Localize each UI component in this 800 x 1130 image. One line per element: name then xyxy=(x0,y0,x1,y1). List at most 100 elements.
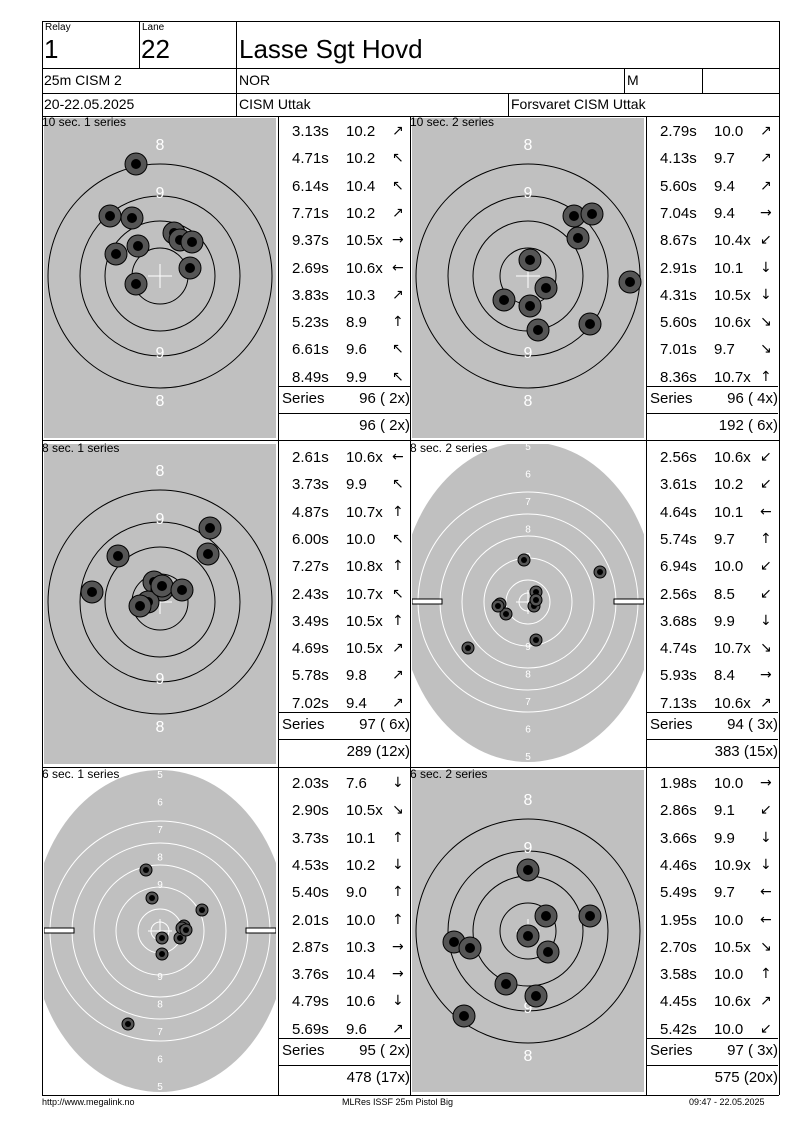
scoring-ring xyxy=(461,535,595,669)
shot-score: 9.6 xyxy=(346,341,367,359)
scoring-ring xyxy=(115,886,205,976)
shot-time: 2.70s xyxy=(660,938,697,956)
shot-time: 5.78s xyxy=(292,667,329,685)
shot-score: 9.9 xyxy=(714,612,735,630)
shot-time: 7.01s xyxy=(660,341,697,359)
shot-row: 1.95s 10.0 ← xyxy=(660,907,792,934)
series-total: 95 ( 2x) xyxy=(359,1042,410,1059)
shot-row: 7.13s 10.6x ↗ xyxy=(660,690,792,717)
shot-row: 3.68s 9.9 ↓ xyxy=(660,608,792,635)
shot-time: 7.02s xyxy=(292,694,329,712)
footer-url[interactable]: http://www.megalink.no xyxy=(42,1097,135,1107)
shot-row: 4.87s 10.7x ↑ xyxy=(292,499,424,526)
shot-time: 3.66s xyxy=(660,829,697,847)
shot-row: 5.40s 9.0 ↑ xyxy=(292,879,424,906)
shot-row: 3.73s 9.9 ↖ xyxy=(292,471,424,498)
shot-direction-arrow-icon: ↑ xyxy=(392,884,404,901)
shot-score: 10.7x xyxy=(346,585,383,603)
shot-time: 3.49s xyxy=(292,612,329,630)
shot-hole xyxy=(566,226,590,250)
shot-score: 9.4 xyxy=(714,204,735,222)
shot-row: 2.90s 10.5x ↘ xyxy=(292,797,424,824)
shot-direction-arrow-icon: ← xyxy=(392,259,404,276)
shot-score: 10.0 xyxy=(346,911,376,929)
shot-row: 5.60s 9.4 ↗ xyxy=(660,173,792,200)
shot-hole xyxy=(524,984,548,1008)
organizer: Forsvaret CISM Uttak xyxy=(511,96,646,112)
shot-row: 3.13s 10.2 ↗ xyxy=(292,118,424,145)
shot-score: 10.0 xyxy=(714,123,744,140)
shot-hole xyxy=(461,641,475,655)
panel-label: 8 sec. 2 series xyxy=(410,441,488,455)
shot-row: 4.64s 10.1 ← xyxy=(660,499,792,526)
shot-row: 4.71s 10.2 ↖ xyxy=(292,145,424,172)
target-face: 5 6 7 8 9 9 8 7 6 5 xyxy=(44,770,276,1092)
shot-score: 9.4 xyxy=(346,694,367,712)
shot-direction-arrow-icon: ↗ xyxy=(392,123,404,139)
shot-time: 2.91s xyxy=(660,259,697,277)
shot-time: 5.23s xyxy=(292,314,329,332)
shot-direction-arrow-icon: ← xyxy=(760,884,772,901)
ring-number: 5 xyxy=(525,752,531,763)
shot-hole xyxy=(150,574,174,598)
ring-number: 8 xyxy=(524,393,533,410)
shot-direction-arrow-icon: ↙ xyxy=(760,449,772,465)
ring-number: 8 xyxy=(525,670,531,681)
shot-direction-arrow-icon: ↓ xyxy=(392,993,404,1010)
shot-hole xyxy=(534,276,558,300)
shot-row: 7.04s 9.4 → xyxy=(660,200,792,227)
shot-direction-arrow-icon: ← xyxy=(760,911,772,928)
series-total: 96 ( 4x) xyxy=(727,390,778,407)
ring-number: 9 xyxy=(157,880,163,891)
shot-hole xyxy=(195,903,209,917)
shot-direction-arrow-icon: ↗ xyxy=(392,286,404,303)
series-label: Series xyxy=(650,716,693,733)
shot-row: 6.14s 10.4 ↖ xyxy=(292,173,424,200)
shot-direction-arrow-icon: ↓ xyxy=(392,775,404,791)
shot-hole xyxy=(178,256,202,280)
shot-direction-arrow-icon: ↗ xyxy=(760,694,772,711)
shot-direction-arrow-icon: → xyxy=(392,232,404,249)
shot-row: 3.61s 10.2 ↙ xyxy=(660,471,792,498)
shot-score: 10.1 xyxy=(346,829,376,847)
relay-label: Relay xyxy=(45,22,71,33)
ring-number: 9 xyxy=(524,345,533,362)
ring-number: 8 xyxy=(524,1048,533,1065)
shot-score: 9.6 xyxy=(346,1020,367,1038)
ring-number: 8 xyxy=(156,463,165,480)
shot-time: 6.00s xyxy=(292,530,329,548)
shot-row: 3.83s 10.3 ↗ xyxy=(292,282,424,309)
shot-time: 5.49s xyxy=(660,884,697,902)
event-name: 25m CISM 2 xyxy=(44,72,122,88)
scoring-ring xyxy=(447,195,609,357)
shot-direction-arrow-icon: ↗ xyxy=(392,1020,404,1037)
scoring-ring xyxy=(499,902,557,960)
shot-score: 10.5x xyxy=(346,232,383,250)
shot-direction-arrow-icon: ↗ xyxy=(760,123,772,139)
shot-score: 9.7 xyxy=(714,884,735,902)
shot-row: 2.70s 10.5x ↘ xyxy=(660,934,792,961)
shot-row: 9.37s 10.5x → xyxy=(292,227,424,254)
shot-time: 4.45s xyxy=(660,993,697,1011)
shot-row: 6.94s 10.0 ↙ xyxy=(660,553,792,580)
shot-hole xyxy=(517,553,531,567)
shot-hole xyxy=(492,288,516,312)
shot-row: 2.87s 10.3 → xyxy=(292,934,424,961)
shot-direction-arrow-icon: ↙ xyxy=(760,232,772,249)
series-label: Series xyxy=(650,390,693,407)
ring-number: 7 xyxy=(157,1027,163,1038)
shot-score: 10.6x xyxy=(346,449,383,466)
shot-row: 3.76s 10.4 → xyxy=(292,961,424,988)
shot-score: 10.9x xyxy=(714,856,751,874)
shot-time: 3.61s xyxy=(660,476,697,494)
shot-direction-arrow-icon: ↖ xyxy=(392,150,404,167)
shot-hole xyxy=(518,294,542,318)
shot-row: 2.69s 10.6x ← xyxy=(292,255,424,282)
shot-direction-arrow-icon: ↗ xyxy=(392,204,404,221)
shot-row: 4.74s 10.7x ↘ xyxy=(660,635,792,662)
shot-time: 3.76s xyxy=(292,966,329,984)
shot-hole xyxy=(518,248,542,272)
shot-hole xyxy=(529,633,543,647)
ring-number: 8 xyxy=(157,1000,163,1011)
shot-hole xyxy=(98,204,122,228)
